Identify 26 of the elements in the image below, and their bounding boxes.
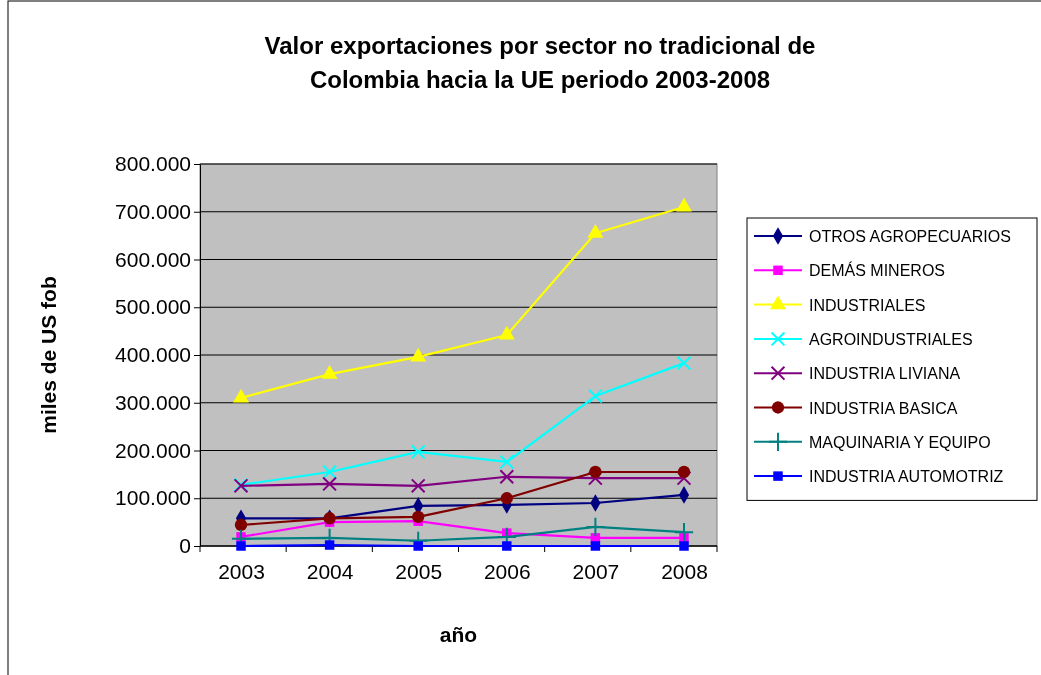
legend-label: INDUSTRIA AUTOMOTRIZ <box>809 468 1004 486</box>
legend-label: OTROS AGROPECUARIOS <box>809 228 1011 245</box>
y-tick-label: 400.000 <box>115 343 191 367</box>
x-tick-label: 2004 <box>306 559 354 583</box>
x-axis-title: año <box>439 623 478 646</box>
legend-label: INDUSTRIA BASICA <box>809 399 958 417</box>
x-tick-label: 2003 <box>218 559 265 583</box>
x-tick-label: 2007 <box>572 559 620 583</box>
y-tick-label: 300.000 <box>115 390 191 414</box>
legend-label: INDUSTRIA LIVIANA <box>809 365 961 383</box>
y-tick-label: 100.000 <box>115 486 191 510</box>
y-axis-title: miles de US fob <box>37 276 60 434</box>
x-tick-label: 2008 <box>661 559 708 583</box>
y-tick-label: 0 <box>179 534 191 558</box>
legend-label: INDUSTRIALES <box>809 296 926 314</box>
y-tick-label: 600.000 <box>115 247 191 271</box>
y-tick-label: 700.000 <box>115 199 191 223</box>
y-tick-label: 500.000 <box>115 295 191 319</box>
legend-label: AGROINDUSTRIALES <box>809 330 973 348</box>
x-tick-label: 2005 <box>395 559 443 583</box>
legend-label: DEMÁS MINEROS <box>809 261 946 280</box>
x-tick-label: 2006 <box>483 559 531 583</box>
legend-label: MAQUINARIA Y EQUIPO <box>809 433 991 451</box>
chart-title: Valor exportaciones por sector no tradicional de Colombia hacia la UE periodo 2003-2008 <box>264 32 816 93</box>
y-tick-label: 800.000 <box>115 152 191 176</box>
y-tick-label: 200.000 <box>115 438 191 462</box>
